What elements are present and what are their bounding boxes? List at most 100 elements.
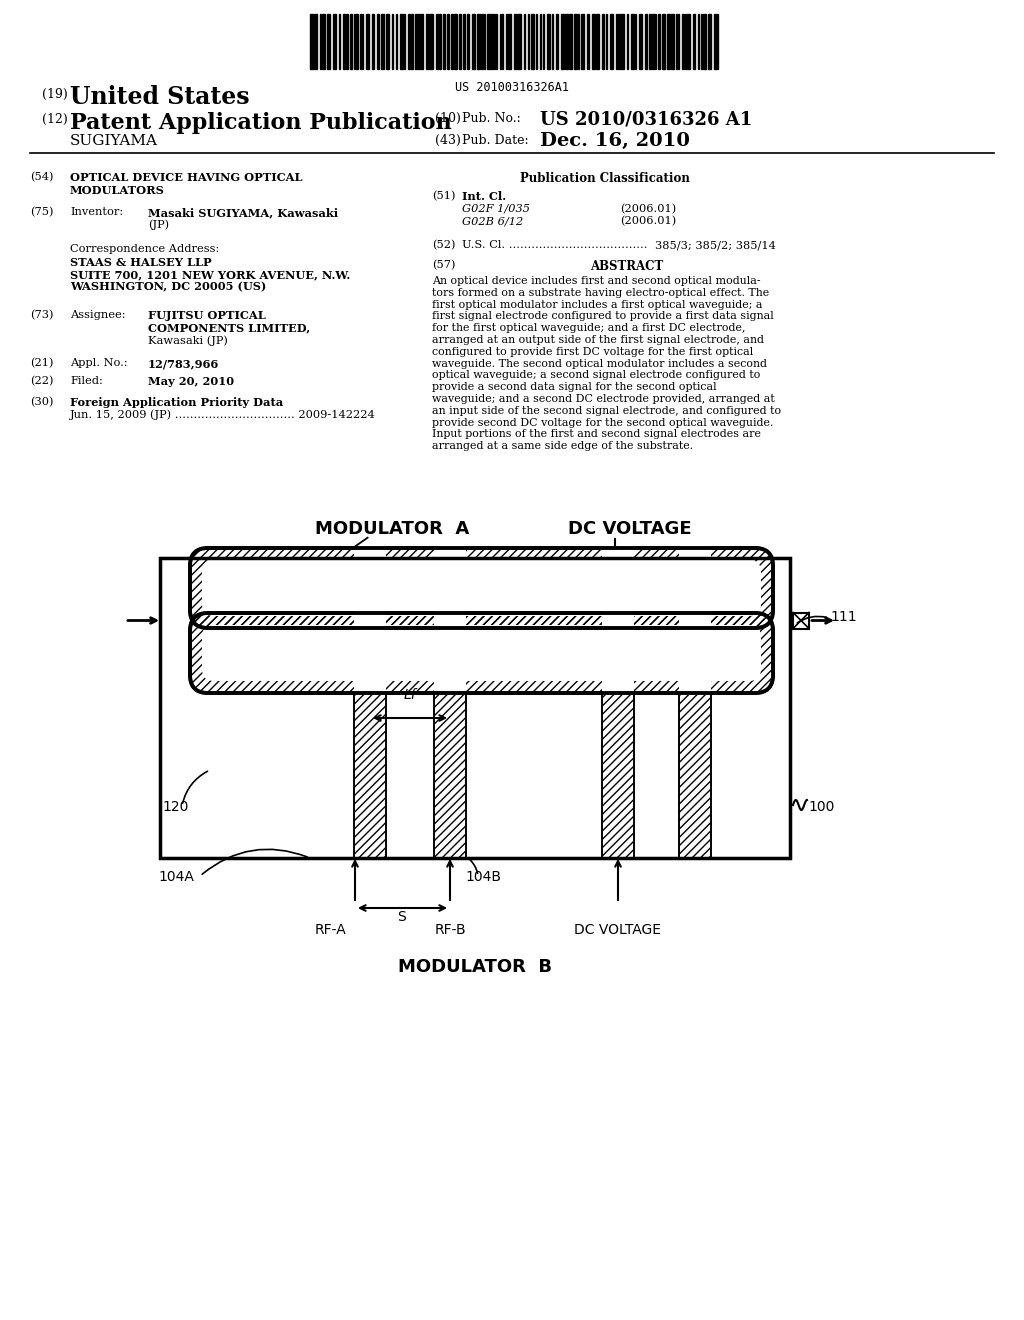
Bar: [508, 15, 511, 69]
Bar: [477, 15, 480, 69]
Bar: [649, 15, 651, 69]
Bar: [631, 15, 634, 69]
Bar: [346, 15, 348, 69]
FancyBboxPatch shape: [190, 548, 773, 628]
Bar: [667, 15, 670, 69]
Text: (JP): (JP): [148, 219, 169, 230]
Text: provide a second data signal for the second optical: provide a second data signal for the sec…: [432, 383, 717, 392]
Text: arranged at an output side of the first signal electrode, and: arranged at an output side of the first …: [432, 335, 764, 345]
Text: waveguide; and a second DC electrode provided, arranged at: waveguide; and a second DC electrode pro…: [432, 393, 775, 404]
Bar: [415, 15, 417, 69]
Text: (57): (57): [432, 260, 456, 271]
Text: (2006.01): (2006.01): [620, 216, 676, 226]
Bar: [434, 558, 466, 858]
Text: optical waveguide; a second signal electrode configured to: optical waveguide; a second signal elect…: [432, 371, 761, 380]
Text: Inventor:: Inventor:: [70, 207, 123, 216]
Bar: [386, 15, 389, 69]
Bar: [481, 15, 483, 69]
Bar: [411, 15, 413, 69]
Bar: [671, 15, 674, 69]
Bar: [602, 15, 604, 69]
Text: G02B 6/12: G02B 6/12: [462, 216, 523, 226]
Bar: [714, 15, 716, 69]
Bar: [610, 15, 613, 69]
Bar: [447, 15, 449, 69]
Bar: [487, 15, 490, 69]
Text: SUGIYAMA: SUGIYAMA: [70, 135, 158, 148]
Text: for the first optical waveguide; and a first DC electrode,: for the first optical waveguide; and a f…: [432, 323, 745, 333]
Text: Pub. Date:: Pub. Date:: [462, 135, 528, 147]
Text: arranged at a same side edge of the substrate.: arranged at a same side edge of the subs…: [432, 441, 693, 451]
Bar: [354, 611, 386, 696]
Bar: [451, 15, 453, 69]
Text: (12): (12): [42, 114, 68, 125]
Bar: [569, 15, 572, 69]
Text: 120: 120: [162, 800, 188, 814]
Text: 12/783,966: 12/783,966: [148, 358, 219, 370]
Bar: [343, 15, 345, 69]
Bar: [645, 15, 647, 69]
Bar: [602, 546, 634, 630]
Text: (2006.01): (2006.01): [620, 203, 676, 214]
Bar: [658, 15, 660, 69]
Bar: [333, 15, 336, 69]
Text: (21): (21): [30, 358, 53, 368]
Text: Input portions of the first and second signal electrodes are: Input portions of the first and second s…: [432, 429, 761, 440]
Text: Kawasaki (JP): Kawasaki (JP): [148, 335, 228, 346]
Text: Dec. 16, 2010: Dec. 16, 2010: [540, 132, 690, 150]
Text: Correspondence Address:: Correspondence Address:: [70, 244, 219, 253]
Text: DC VOLTAGE: DC VOLTAGE: [574, 923, 662, 937]
Bar: [421, 15, 423, 69]
Bar: [581, 15, 584, 69]
Bar: [561, 15, 564, 69]
Bar: [434, 546, 466, 630]
Bar: [418, 15, 420, 69]
Text: (JP) ................................ 2009-142224: (JP) ................................ 20…: [150, 409, 375, 420]
Bar: [679, 558, 711, 858]
Text: FUJITSU OPTICAL: FUJITSU OPTICAL: [148, 310, 266, 321]
Bar: [652, 15, 654, 69]
Text: (30): (30): [30, 397, 53, 408]
Bar: [574, 15, 577, 69]
Text: (73): (73): [30, 310, 53, 321]
Bar: [439, 15, 441, 69]
Bar: [514, 15, 517, 69]
Bar: [602, 558, 634, 858]
Bar: [679, 611, 711, 696]
Bar: [490, 15, 493, 69]
Bar: [556, 15, 558, 69]
Text: Foreign Application Priority Data: Foreign Application Priority Data: [70, 397, 284, 408]
Bar: [662, 15, 665, 69]
Bar: [463, 15, 465, 69]
Text: 385/3; 385/2; 385/14: 385/3; 385/2; 385/14: [655, 240, 776, 249]
Text: Appl. No.:: Appl. No.:: [70, 358, 128, 368]
Text: (54): (54): [30, 172, 53, 182]
Text: (52): (52): [432, 240, 456, 251]
Bar: [518, 15, 521, 69]
Text: (10): (10): [435, 112, 461, 125]
Text: an input side of the second signal electrode, and configured to: an input side of the second signal elect…: [432, 405, 781, 416]
Bar: [621, 15, 624, 69]
Text: Int. Cl.: Int. Cl.: [462, 191, 506, 202]
Bar: [310, 15, 313, 69]
Bar: [354, 546, 386, 630]
Bar: [350, 15, 352, 69]
Bar: [693, 15, 695, 69]
Bar: [160, 558, 790, 858]
Bar: [687, 15, 690, 69]
Text: MODULATOR  B: MODULATOR B: [398, 958, 552, 975]
Text: US 20100316326A1: US 20100316326A1: [455, 81, 569, 94]
Text: (22): (22): [30, 376, 53, 387]
Text: Filed:: Filed:: [70, 376, 102, 385]
Text: An optical device includes first and second optical modula-: An optical device includes first and sec…: [432, 276, 761, 286]
Bar: [322, 15, 325, 69]
Bar: [408, 15, 410, 69]
Bar: [400, 15, 403, 69]
Bar: [565, 15, 568, 69]
FancyBboxPatch shape: [202, 624, 761, 681]
Bar: [434, 611, 466, 696]
Text: Publication Classification: Publication Classification: [520, 172, 690, 185]
Bar: [366, 15, 369, 69]
FancyBboxPatch shape: [202, 560, 761, 616]
Bar: [602, 558, 634, 858]
